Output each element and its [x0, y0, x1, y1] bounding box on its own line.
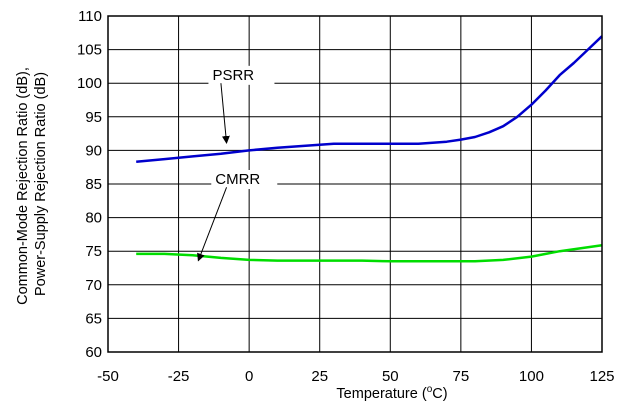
x-tick-label: 50 — [382, 368, 399, 385]
y-axis-title-line-1: Common-Mode Rejection Ratio (dB), — [15, 67, 31, 305]
x-tick-label: -50 — [97, 368, 119, 385]
series-line-cmrr — [136, 243, 603, 263]
x-axis-title: Temperature (oC) — [336, 384, 447, 402]
y-tick-label: 65 — [85, 310, 102, 327]
y-axis-title: Common-Mode Rejection Ratio (dB), Power-… — [15, 63, 49, 305]
y-tick-label: 60 — [85, 344, 102, 361]
y-axis-title-line-2: Power-Supply Rejection Ratio (dB) — [33, 72, 49, 296]
plot-frame — [107, 15, 603, 353]
y-tick-label: 100 — [77, 75, 102, 92]
y-tick-label: 95 — [85, 109, 102, 126]
annotation-arrow-psrr — [220, 83, 230, 145]
x-tick-label: 0 — [245, 368, 253, 385]
annotation-label-background — [208, 65, 275, 85]
annotations: PSRR CMRR — [197, 65, 278, 262]
x-tick-label: 25 — [311, 368, 328, 385]
y-tick-label: 80 — [85, 210, 102, 227]
x-tick-labels: -50 -25 0 25 50 75 100 125 — [97, 368, 614, 385]
x-tick-label: 100 — [519, 368, 544, 385]
annotation-label-background — [211, 170, 278, 189]
y-tick-label: 105 — [77, 42, 102, 59]
x-tick-label: -25 — [168, 368, 190, 385]
y-tick-label: 70 — [85, 277, 102, 294]
series-line-psrr — [136, 35, 603, 164]
grid — [107, 15, 603, 353]
annotation-label-cmrr: CMRR — [215, 171, 260, 188]
annotation-arrow-cmrr — [197, 187, 228, 262]
x-tick-label: 75 — [453, 368, 470, 385]
x-tick-label: 125 — [589, 368, 614, 385]
y-tick-label: 110 — [78, 8, 102, 25]
annotation-label-psrr: PSRR — [212, 67, 254, 84]
y-tick-label: 90 — [85, 142, 102, 159]
y-tick-label: 75 — [85, 243, 102, 260]
y-tick-label: 85 — [85, 176, 102, 193]
y-tick-labels: 60 65 70 75 80 85 90 95 100 105 110 — [77, 8, 102, 361]
series-lines — [136, 35, 603, 263]
